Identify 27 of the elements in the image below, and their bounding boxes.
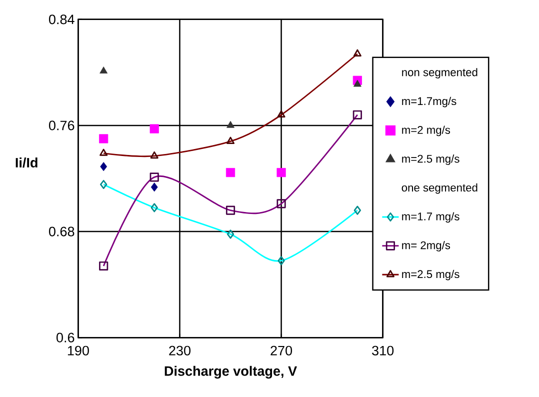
text: non segmented (402, 68, 478, 79)
legend-label: m=2.5 mg/s (402, 154, 460, 166)
y-tick-label: 0.84 (48, 14, 74, 24)
point (100, 66, 108, 74)
point (353, 80, 362, 87)
x-tick-label: 270 (270, 346, 292, 356)
x-tick-label: 230 (169, 346, 190, 356)
legend-label: m=2 mg/s (402, 126, 450, 136)
point (100, 162, 108, 172)
legend-label: m= 2mg/s (402, 241, 450, 252)
x-tick-label: 190 (68, 346, 89, 356)
point (276, 168, 286, 178)
y-tick-label: 0.68 (48, 226, 74, 236)
legend-label: m=1.7mg/s (402, 97, 456, 108)
point (226, 168, 236, 178)
point (226, 121, 234, 128)
x-tick-label: 310 (372, 346, 394, 356)
point (150, 124, 159, 134)
point (150, 182, 158, 192)
text: one segmented (402, 184, 478, 194)
x-axis-title: Discharge voltage, V (164, 366, 297, 379)
legend-label: m=2.5 mg/s (402, 270, 460, 280)
y-axis-title: Ii/Id (16, 158, 38, 168)
legend-label: m=1.7 mg/s (402, 212, 460, 223)
point (99, 134, 108, 144)
y-tick-label: 0.6 (56, 332, 74, 342)
y-tick-label: 0.76 (48, 120, 74, 130)
